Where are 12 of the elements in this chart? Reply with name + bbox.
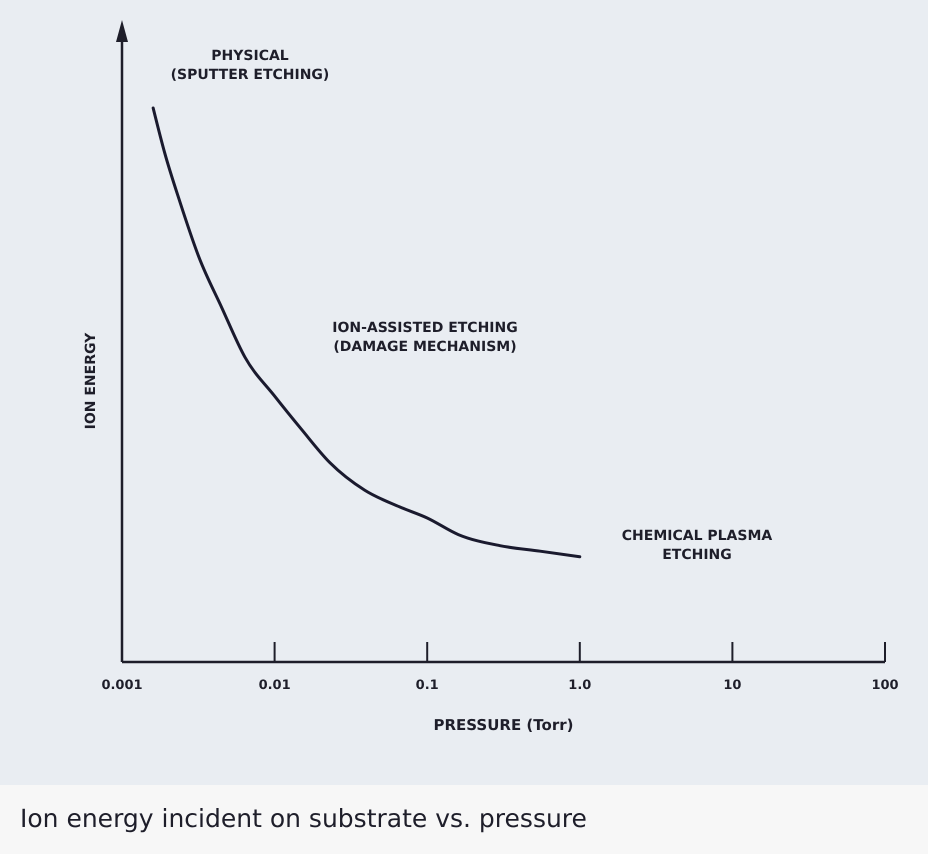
x-tick-label: 0.001: [101, 678, 143, 694]
text: Ion energy incident on substrate vs. pressure: [20, 804, 587, 833]
annotation: CHEMICAL PLASMA ETCHING: [622, 528, 772, 563]
x-tick-label: 1.0: [568, 678, 592, 694]
x-axis-title: PRESSURE (Torr): [434, 716, 574, 734]
x-tick-label: 0.1: [416, 678, 439, 694]
y-axis-title: ION ENERGY: [83, 332, 99, 430]
x-tick-label: 10: [723, 678, 742, 694]
x-tick-label: 0.01: [258, 678, 291, 694]
text: PHYSICAL (SPUTTER ETCHING): [170, 48, 330, 83]
x-tick-label: 100: [871, 678, 899, 694]
annotation: ION-ASSISTED ETCHING (DAMAGE MECHANISM): [332, 320, 518, 355]
